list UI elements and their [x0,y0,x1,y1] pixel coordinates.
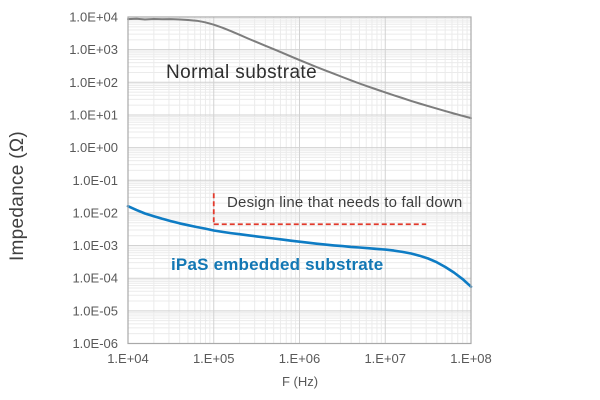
series-line-normal-substrate [127,17,472,120]
y-axis-title: Impedance (Ω) [7,130,28,262]
y-tick-label: 1.0E-03 [72,238,118,253]
y-tick-label: 1.0E-04 [72,271,118,286]
y-tick-label: 1.0E-01 [72,173,118,188]
y-tick-label: 1.0E+03 [69,42,118,57]
y-tick-label: 1.0E+02 [69,75,118,90]
series-line-ipas-embedded [126,204,473,289]
ipas-substrate-label: iPaS embedded substrate [171,255,384,274]
x-tick-label: 1.E+05 [193,351,235,366]
x-axis-title: F (Hz) [281,374,319,389]
y-tick-label: 1.0E+04 [69,10,118,25]
normal-substrate-label: Normal substrate [166,62,318,83]
design-line-label: Design line that needs to fall down [227,194,463,211]
x-tick-labels: 1.E+04 1.E+05 1.E+06 1.E+07 1.E+08 [107,351,492,366]
y-tick-label: 1.0E-02 [72,205,118,220]
x-tick-label: 1.E+08 [450,351,492,366]
y-tick-label: 1.0E-05 [72,303,118,318]
y-tick-labels: 1.0E+04 1.0E+03 1.0E+02 1.0E+01 1.0E+00 1.0E-… [69,10,118,352]
y-tick-label: 1.0E-06 [72,336,118,351]
x-tick-label: 1.E+07 [364,351,406,366]
x-tick-label: 1.E+06 [279,351,321,366]
x-tick-label: 1.E+04 [107,351,149,366]
y-tick-label: 1.0E+00 [69,140,118,155]
design-line [212,193,427,226]
plot-border [127,16,472,345]
y-tick-label: 1.0E+01 [69,107,118,122]
